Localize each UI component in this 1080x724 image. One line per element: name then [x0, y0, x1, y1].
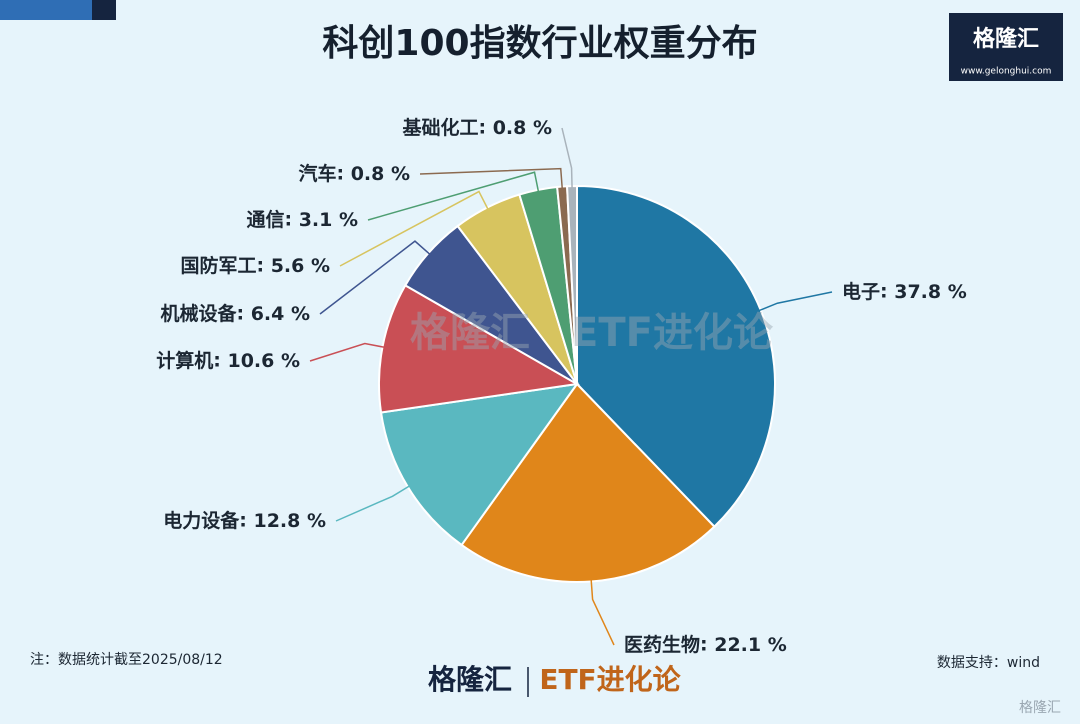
logo-url: www.gelonghui.com	[961, 67, 1052, 77]
category-label: 电力设备	[163, 509, 240, 532]
slice-label: 基础化工: 0.8 %	[401, 116, 552, 139]
slice-label: 国防军工: 5.6 %	[180, 254, 330, 277]
value-label: 3.1 %	[299, 209, 358, 231]
value-label: 6.4 %	[251, 303, 310, 325]
value-label: 37.8 %	[894, 281, 967, 303]
watermark: ETF进化论	[571, 310, 774, 356]
slice-label: 通信: 3.1 %	[246, 208, 358, 231]
slice-label: 电子: 37.8 %	[842, 280, 967, 303]
footer-logo: 格隆汇	[428, 663, 512, 696]
corner-bar	[0, 0, 92, 20]
corner-watermark: 格隆汇	[1019, 700, 1061, 716]
leader-line	[756, 291, 833, 313]
category-label: 基础化工	[401, 116, 478, 139]
value-label: 22.1 %	[714, 634, 787, 656]
category-label: 通信	[246, 208, 284, 231]
leader-line	[561, 127, 573, 191]
leader-line	[590, 577, 615, 646]
slice-label: 机械设备: 6.4 %	[160, 302, 310, 325]
leader-line	[419, 167, 564, 191]
corner-bar	[92, 0, 116, 20]
category-label: 汽车	[298, 162, 336, 185]
leader-line	[367, 171, 540, 221]
value-label: 0.8 %	[493, 117, 552, 139]
category-label: 国防军工	[180, 254, 256, 277]
footer-column: ETF进化论	[539, 663, 681, 696]
category-label: 医药生物	[624, 633, 700, 656]
category-label: 电子	[842, 280, 880, 303]
value-label: 12.8 %	[253, 510, 326, 532]
watermark: 格隆汇	[410, 310, 530, 356]
value-label: 5.6 %	[271, 255, 330, 277]
category-label: 计算机	[156, 349, 213, 372]
value-label: 0.8 %	[351, 163, 410, 185]
logo-box	[949, 13, 1063, 81]
leader-line	[319, 240, 432, 315]
slice-label: 汽车: 0.8 %	[298, 162, 410, 185]
pie: 电子: 37.8 % 医药生物: 22.1 % 电力设备: 12.8 % 计算机: 1…	[156, 116, 967, 656]
logo-text: 格隆汇	[973, 26, 1039, 52]
value-label: 10.6 %	[227, 350, 300, 372]
leader-line	[309, 342, 387, 362]
leader-line	[339, 190, 490, 267]
note: 注：数据统计截至2025/08/12	[30, 652, 223, 668]
slice-label: 计算机: 10.6 %	[156, 349, 300, 372]
category-label: 机械设备	[160, 302, 237, 325]
slice-label: 医药生物: 22.1 %	[624, 633, 787, 656]
chart-title: 科创100指数行业权重分布	[322, 23, 757, 64]
leader-line	[335, 484, 412, 522]
source: 数据支持：wind	[937, 655, 1040, 671]
slice-label: 电力设备: 12.8 %	[163, 509, 326, 532]
